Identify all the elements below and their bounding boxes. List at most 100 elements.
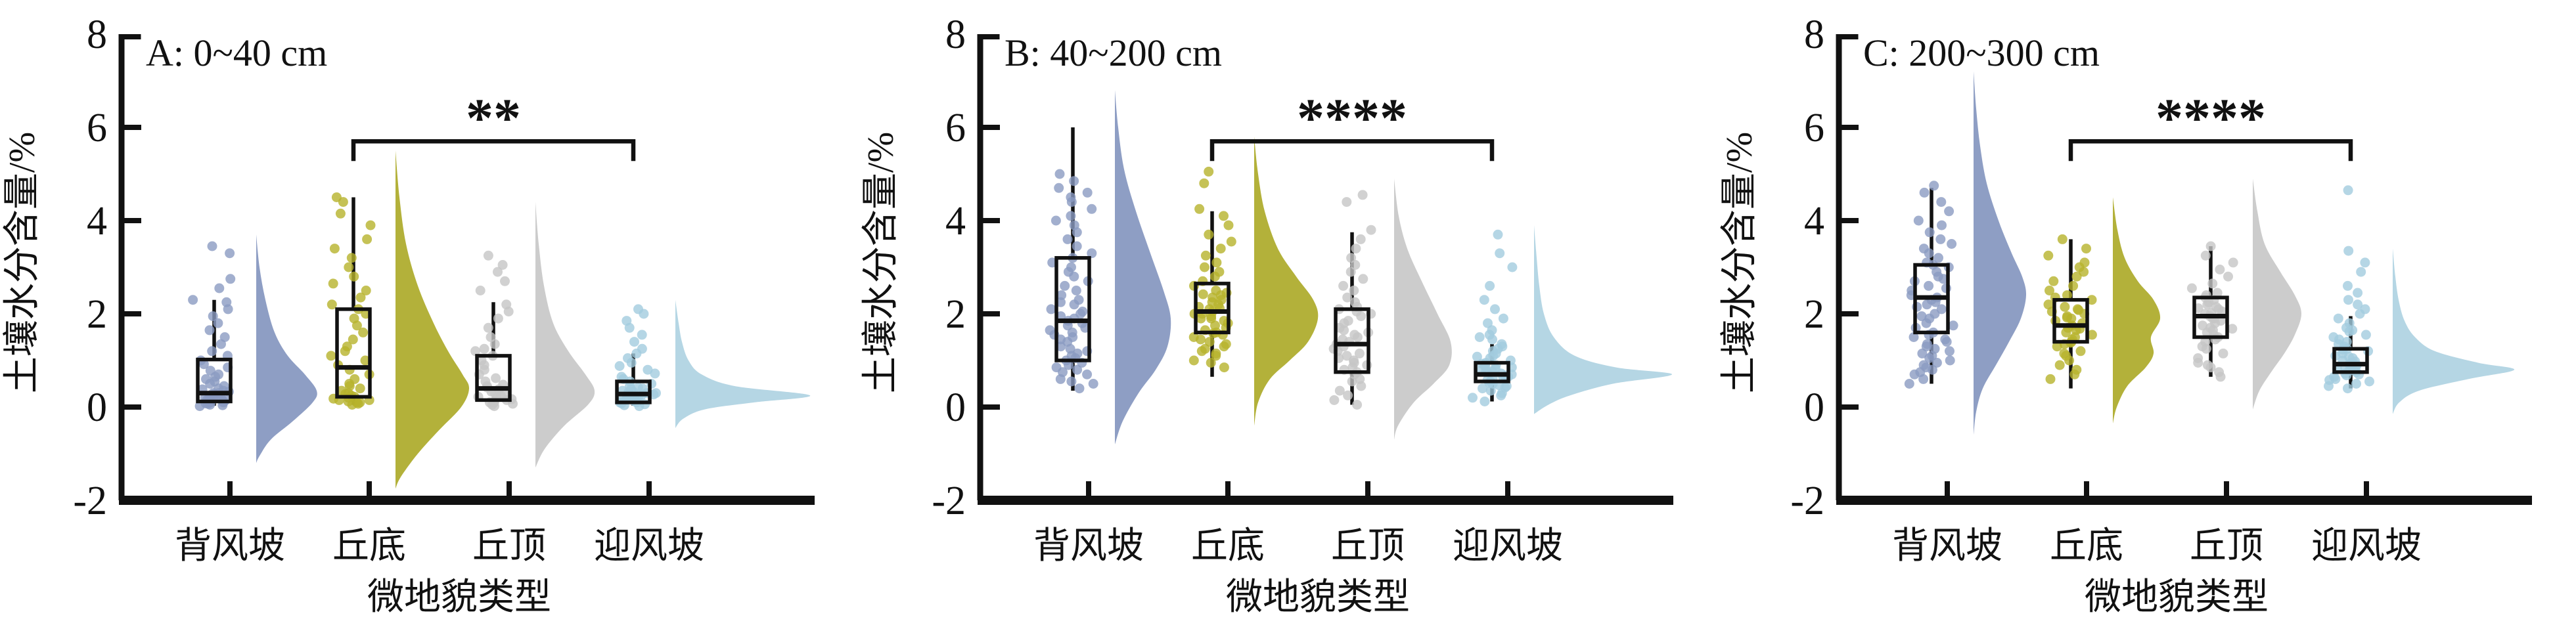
y-tick-label: 4 xyxy=(945,199,966,244)
y-tick-label: -2 xyxy=(1790,479,1824,523)
jitter-point xyxy=(1909,332,1919,342)
jitter-point xyxy=(2228,257,2238,268)
jitter-point xyxy=(1919,187,1930,198)
jitter-point xyxy=(480,376,491,387)
y-tick-label: 8 xyxy=(1804,12,1824,57)
y-tick xyxy=(122,218,141,223)
jitter-point xyxy=(2333,313,2343,324)
jitter-point xyxy=(350,374,360,384)
jitter-point xyxy=(1073,295,1084,305)
jitter-point xyxy=(2062,290,2072,301)
significance-bracket xyxy=(351,139,636,162)
jitter-point xyxy=(1082,369,1093,379)
jitter-point xyxy=(1354,348,1365,358)
x-category-label: 丘顶 xyxy=(1331,526,1405,567)
jitter-point xyxy=(1334,385,1345,396)
jitter-point xyxy=(1219,316,1229,326)
jitter-point xyxy=(219,381,229,391)
jitter-point xyxy=(1483,318,1493,328)
violin-qiudi xyxy=(395,150,470,489)
jitter-point xyxy=(1940,334,1951,345)
violin-qiuding xyxy=(535,202,595,468)
jitter-point xyxy=(1936,304,1947,314)
jitter-point xyxy=(1204,229,1214,240)
jitter-point xyxy=(1472,351,1482,362)
x-category-label: 迎风坡 xyxy=(1453,526,1563,567)
y-axis-label: 土壤水分含量/% xyxy=(2,132,43,393)
jitter-point xyxy=(1067,327,1077,337)
jitter-point xyxy=(1066,376,1077,387)
jitter-point xyxy=(493,267,503,277)
jitter-point xyxy=(327,299,337,310)
jitter-point xyxy=(1199,178,1209,188)
jitter-point xyxy=(2081,244,2091,254)
jitter-point xyxy=(2353,288,2363,298)
violin-qiudi xyxy=(2113,197,2161,423)
jitter-point xyxy=(491,373,501,383)
significance-label: **** xyxy=(1297,87,1407,148)
jitter-point xyxy=(1924,227,1935,238)
jitter-point xyxy=(1474,332,1485,342)
jitter-point xyxy=(1916,311,1927,322)
jitter-point xyxy=(1478,383,1487,394)
jitter-point xyxy=(328,278,338,289)
x-category-label: 丘底 xyxy=(1191,526,1265,567)
jitter-point xyxy=(1198,289,1208,299)
jitter-point xyxy=(2364,376,2374,387)
jitter-point xyxy=(2087,330,2097,340)
panel-title: C: 200~300 cm xyxy=(1863,32,2100,74)
jitter-point xyxy=(335,208,346,219)
jitter-point xyxy=(2360,304,2370,314)
jitter-point xyxy=(1204,337,1215,347)
jitter-point xyxy=(214,369,224,379)
jitter-point xyxy=(2200,250,2211,261)
jitter-point xyxy=(1200,262,1209,272)
jitter-point xyxy=(1479,295,1489,305)
jitter-point xyxy=(1904,379,1914,389)
violin-beifengpo xyxy=(1974,71,2027,435)
jitter-point xyxy=(360,355,371,366)
y-tick xyxy=(122,311,141,316)
jitter-point xyxy=(1069,176,1079,186)
jitter-point xyxy=(2079,257,2090,268)
jitter-point xyxy=(213,318,223,328)
jitter-point xyxy=(1214,267,1225,277)
jitter-point xyxy=(2356,267,2366,277)
jitter-point xyxy=(2048,276,2059,286)
jitter-point xyxy=(1211,257,1222,268)
jitter-point xyxy=(2186,283,2197,293)
jitter-point xyxy=(2207,278,2218,289)
x-tick xyxy=(1086,481,1091,496)
y-axis-line xyxy=(118,34,125,500)
y-tick-label: 4 xyxy=(1804,199,1824,244)
jitter-point xyxy=(204,325,215,335)
jitter-point xyxy=(207,346,217,357)
jitter-point xyxy=(1468,393,1478,403)
significance-bracket xyxy=(1209,139,1495,162)
jitter-point xyxy=(355,383,365,394)
y-tick-label: 0 xyxy=(1804,385,1824,430)
y-axis-top-cap xyxy=(118,34,141,39)
y-tick xyxy=(1839,125,1859,130)
jitter-point xyxy=(1215,244,1226,254)
jitter-point xyxy=(500,276,510,286)
jitter-point xyxy=(1074,383,1085,394)
jitter-point xyxy=(2360,257,2370,268)
jitter-point xyxy=(221,297,232,307)
jitter-point xyxy=(349,271,359,282)
x-axis-line xyxy=(119,496,815,505)
jitter-point xyxy=(623,353,633,363)
x-tick xyxy=(367,481,372,496)
jitter-point xyxy=(1355,234,1366,244)
significance-bracket xyxy=(2068,139,2353,162)
jitter-point xyxy=(349,313,359,324)
box-qiudi xyxy=(335,307,372,399)
jitter-point xyxy=(1930,343,1940,354)
jitter-point xyxy=(1490,304,1500,314)
jitter-point xyxy=(344,262,354,272)
jitter-point xyxy=(1350,297,1360,307)
jitter-point xyxy=(1069,220,1079,230)
y-tick xyxy=(1839,218,1859,223)
jitter-point xyxy=(1072,241,1082,251)
jitter-point xyxy=(2343,246,2354,256)
